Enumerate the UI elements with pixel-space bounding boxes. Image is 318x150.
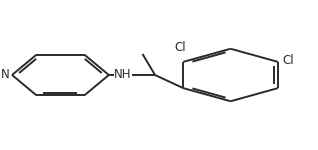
Text: N: N bbox=[1, 69, 10, 81]
Text: NH: NH bbox=[114, 69, 132, 81]
Text: Cl: Cl bbox=[283, 54, 294, 67]
Text: Cl: Cl bbox=[174, 41, 186, 54]
